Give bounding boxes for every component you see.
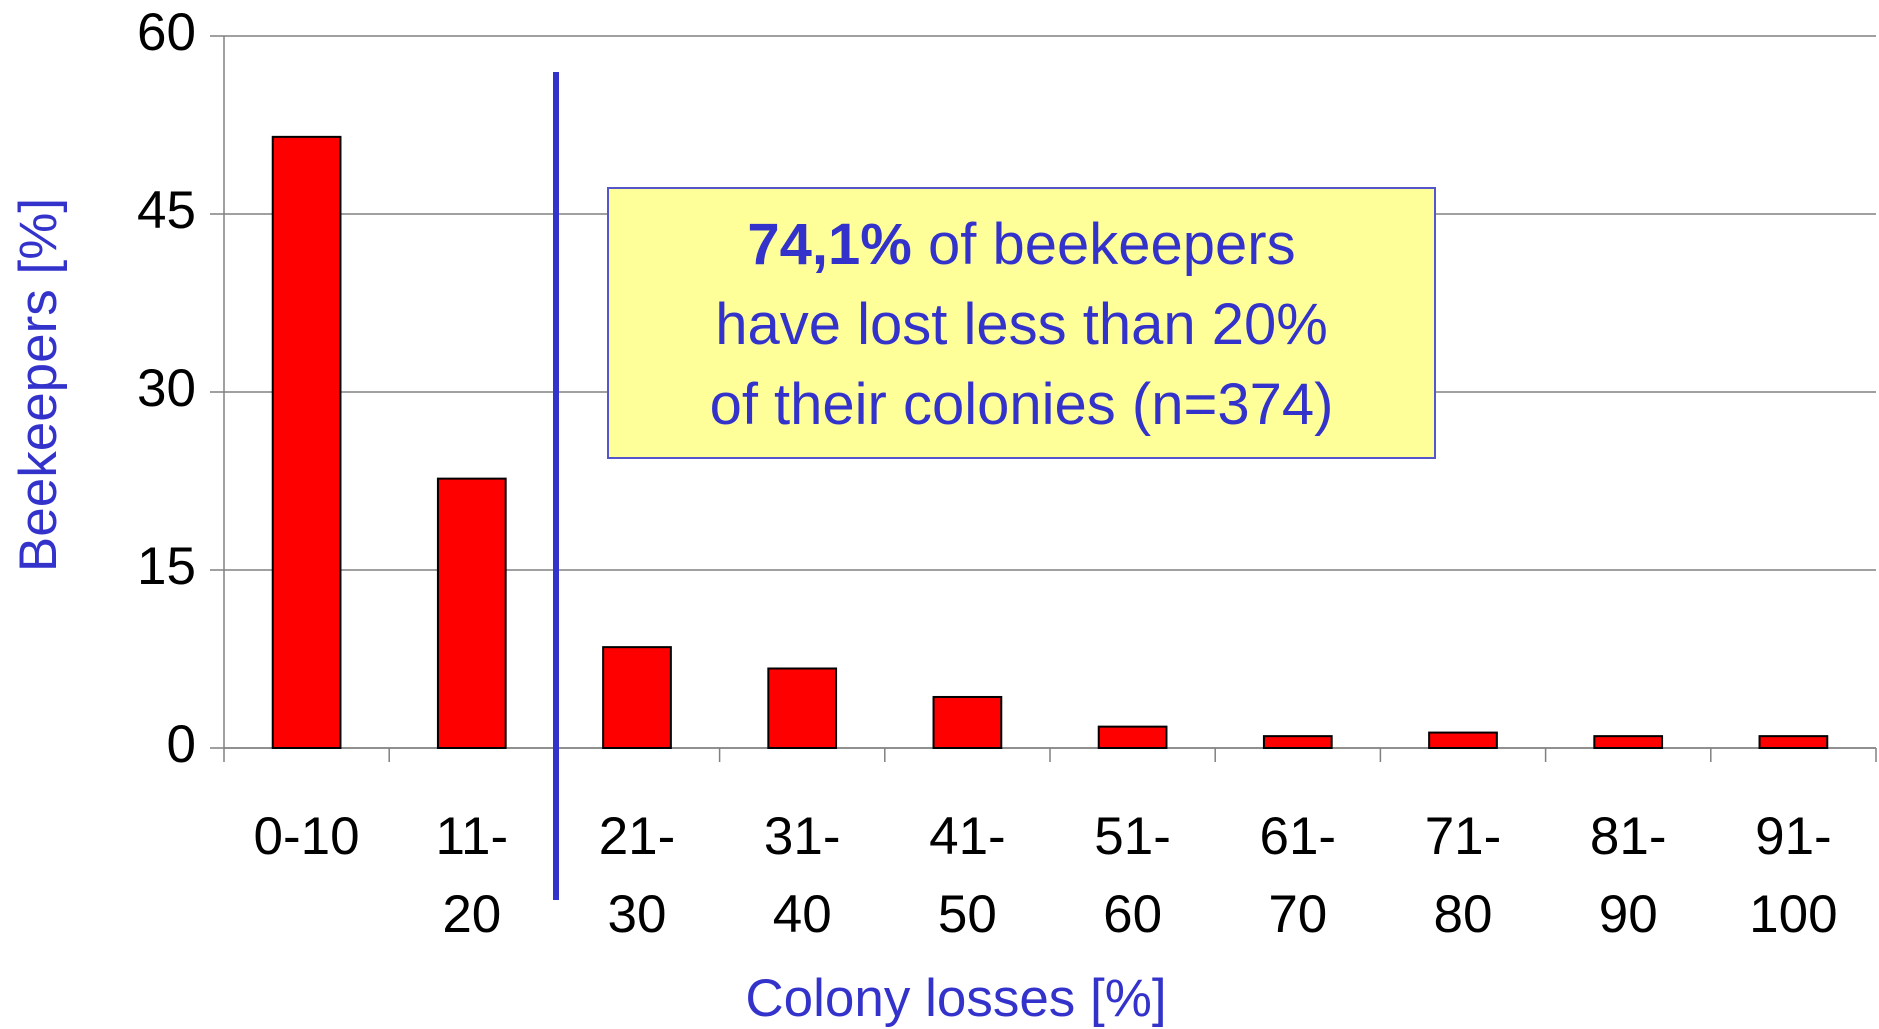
bar — [1593, 735, 1664, 750]
x-tick-label: 81-90 — [1590, 807, 1667, 944]
bar — [932, 695, 1003, 749]
y-tick-label: 45 — [137, 181, 196, 240]
x-tick-label: 41-50 — [929, 807, 1006, 944]
bar — [1097, 725, 1168, 750]
bar — [436, 477, 507, 749]
y-tick-label: 0 — [167, 715, 196, 774]
x-tick-label: 51-60 — [1094, 807, 1171, 944]
x-tick-label: 91-100 — [1749, 807, 1837, 944]
bar — [767, 667, 838, 750]
x-tick-label: 11-20 — [435, 807, 508, 944]
bar — [1428, 731, 1498, 749]
annotation-bold: 74,1% — [747, 212, 912, 277]
y-tick-label: 15 — [137, 537, 196, 596]
bar — [602, 646, 672, 750]
annotation-text: of beekeepers — [927, 212, 1296, 277]
y-tick-label: 30 — [137, 359, 196, 418]
x-tick-label: 71-80 — [1425, 807, 1502, 944]
y-axis-label: Beekeepers [%] — [9, 198, 68, 572]
x-tick-label: 31-40 — [764, 807, 841, 944]
annotation-line: 74,1% of beekeepers — [609, 205, 1434, 285]
x-tick-label: 21-30 — [599, 807, 676, 944]
x-tick-label: 0-10 — [254, 807, 360, 866]
x-tick-label: 61-70 — [1259, 807, 1336, 944]
annotation-text: have lost less than 20% — [715, 292, 1328, 357]
bar — [271, 135, 342, 750]
bar — [1262, 735, 1333, 750]
annotation-box: 74,1% of beekeepers have lost less than … — [607, 187, 1436, 459]
annotation-text: of their colonies (n=374) — [709, 372, 1334, 437]
y-tick-label: 60 — [137, 3, 196, 62]
bar — [1758, 735, 1829, 750]
x-axis-label: Colony losses [%] — [745, 969, 1166, 1028]
